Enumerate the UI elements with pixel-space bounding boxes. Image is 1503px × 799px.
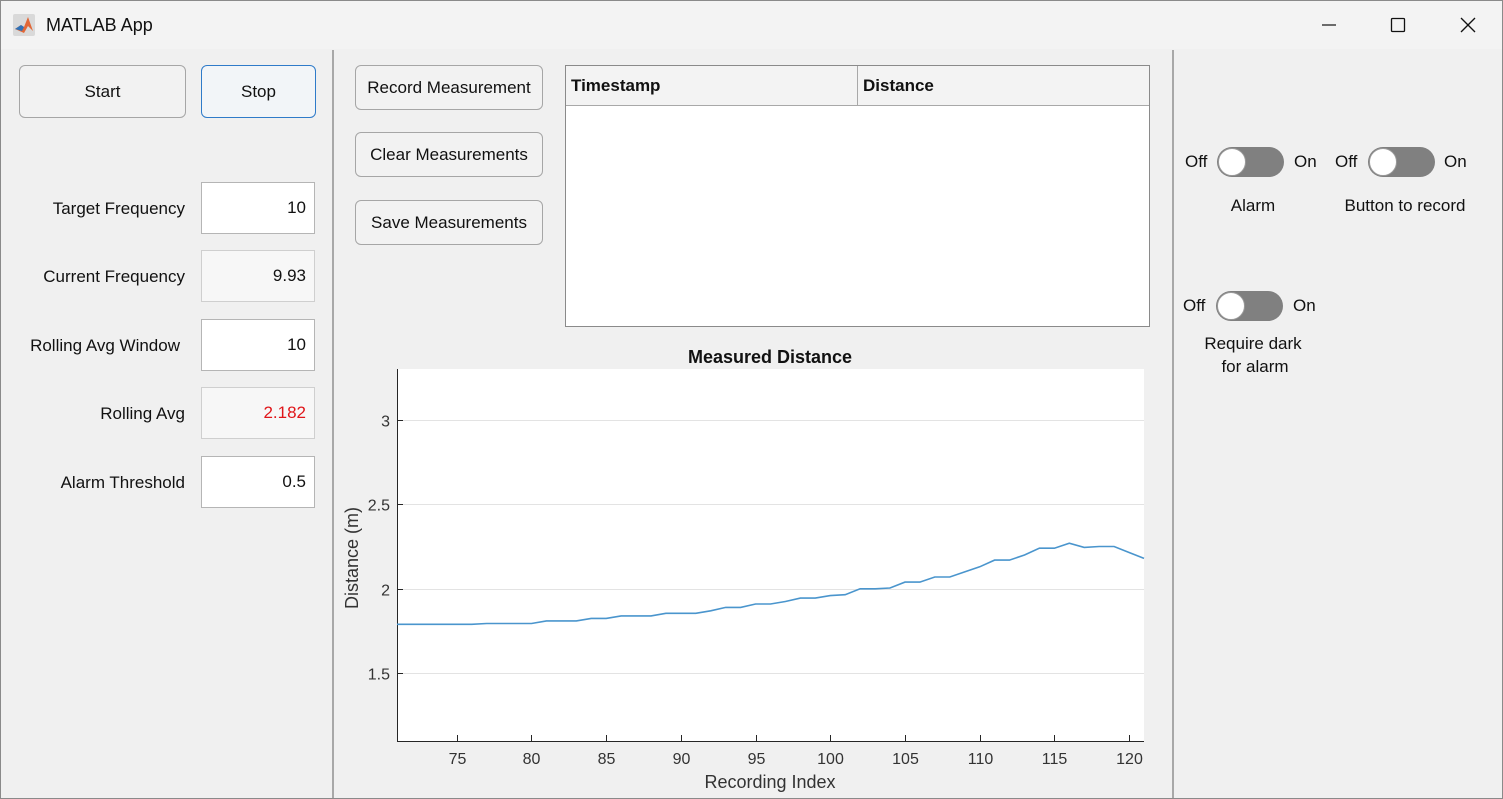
target-frequency-field[interactable]: 10: [201, 182, 315, 234]
dark-off-label: Off: [1183, 296, 1206, 315]
panel-divider-left: [332, 50, 334, 798]
require-dark-switch[interactable]: [1216, 291, 1283, 321]
x-tick-label: 85: [598, 751, 616, 768]
rolling-avg-window-field[interactable]: 10: [201, 319, 315, 371]
y-tick-label: 2: [381, 583, 390, 600]
x-tick-label: 100: [817, 751, 844, 768]
table-header: Timestamp Distance: [566, 66, 1149, 106]
x-tick-label: 105: [892, 751, 919, 768]
close-icon: [1460, 17, 1476, 33]
record-button-off-label: Off: [1335, 152, 1358, 171]
alarm-threshold-label: Alarm Threshold: [60, 473, 185, 492]
dark-on-label: On: [1293, 296, 1316, 315]
chart-grid: [397, 420, 1144, 674]
maximize-button[interactable]: [1363, 1, 1433, 49]
rolling-avg-window-label: Rolling Avg Window: [30, 336, 180, 355]
current-frequency-field: 9.93: [201, 250, 315, 302]
window-title: MATLAB App: [46, 15, 153, 35]
alarm-off-label: Off: [1185, 152, 1208, 171]
y-tick-label: 2.5: [368, 498, 390, 515]
y-tick-label: 1.5: [368, 667, 390, 684]
stop-button[interactable]: Stop: [201, 65, 316, 118]
matlab-logo-icon: [13, 14, 35, 36]
measurements-table[interactable]: Timestamp Distance: [565, 65, 1150, 327]
rolling-avg-label: Rolling Avg: [100, 404, 185, 423]
plot-area: [397, 369, 1144, 741]
alarm-on-label: On: [1294, 152, 1317, 171]
minimize-icon: [1322, 24, 1336, 26]
minimize-button[interactable]: [1294, 1, 1364, 49]
close-button[interactable]: [1433, 1, 1503, 49]
y-tick-label: 3: [381, 414, 390, 431]
chart-title: Measured Distance: [688, 347, 852, 367]
switch-knob: [1218, 148, 1246, 176]
panel-divider-right: [1172, 50, 1174, 798]
timestamp-column-header[interactable]: Timestamp: [566, 66, 858, 105]
record-button-on-label: On: [1444, 152, 1467, 171]
x-tick-label: 110: [968, 751, 994, 768]
alarm-switch-label: Alarm: [1230, 196, 1276, 215]
target-frequency-label: Target Frequency: [52, 199, 185, 218]
rolling-avg-field: 2.182: [201, 387, 315, 439]
control-panel: Start Stop Target Frequency 10 Current F…: [1, 50, 332, 798]
distance-series-line: [397, 542, 1145, 626]
button-to-record-switch[interactable]: [1368, 147, 1435, 177]
series-group: [397, 542, 1145, 626]
switch-knob: [1369, 148, 1397, 176]
title-bar: MATLAB App: [1, 1, 1502, 49]
save-measurements-button[interactable]: Save Measurements: [355, 200, 543, 245]
maximize-icon: [1390, 17, 1406, 33]
clear-measurements-button[interactable]: Clear Measurements: [355, 132, 543, 177]
x-tick-label: 95: [748, 751, 766, 768]
switch-knob: [1217, 292, 1245, 320]
chart-ticks: 1.5 2 2.5 3 75 80 85 90 95 100 105 110 115 120: [368, 414, 1143, 769]
distance-column-header[interactable]: Distance: [863, 76, 934, 95]
x-tick-label: 90: [673, 751, 691, 768]
x-tick-label: 75: [449, 751, 467, 768]
x-tick-label: 115: [1042, 751, 1068, 768]
button-to-record-label: Button to record: [1344, 196, 1466, 215]
record-measurement-button[interactable]: Record Measurement: [355, 65, 543, 110]
require-dark-label-line1: Require dark: [1204, 334, 1302, 353]
alarm-threshold-field[interactable]: 0.5: [201, 456, 315, 508]
start-button[interactable]: Start: [19, 65, 186, 118]
x-tick-label: 80: [523, 751, 541, 768]
require-dark-label-line2: for alarm: [1221, 357, 1289, 376]
x-axis-label: Recording Index: [704, 772, 835, 792]
y-axis-label: Distance (m): [342, 507, 362, 609]
x-tick-label: 120: [1116, 751, 1143, 768]
alarm-switch[interactable]: [1217, 147, 1284, 177]
current-frequency-label: Current Frequency: [43, 267, 185, 286]
